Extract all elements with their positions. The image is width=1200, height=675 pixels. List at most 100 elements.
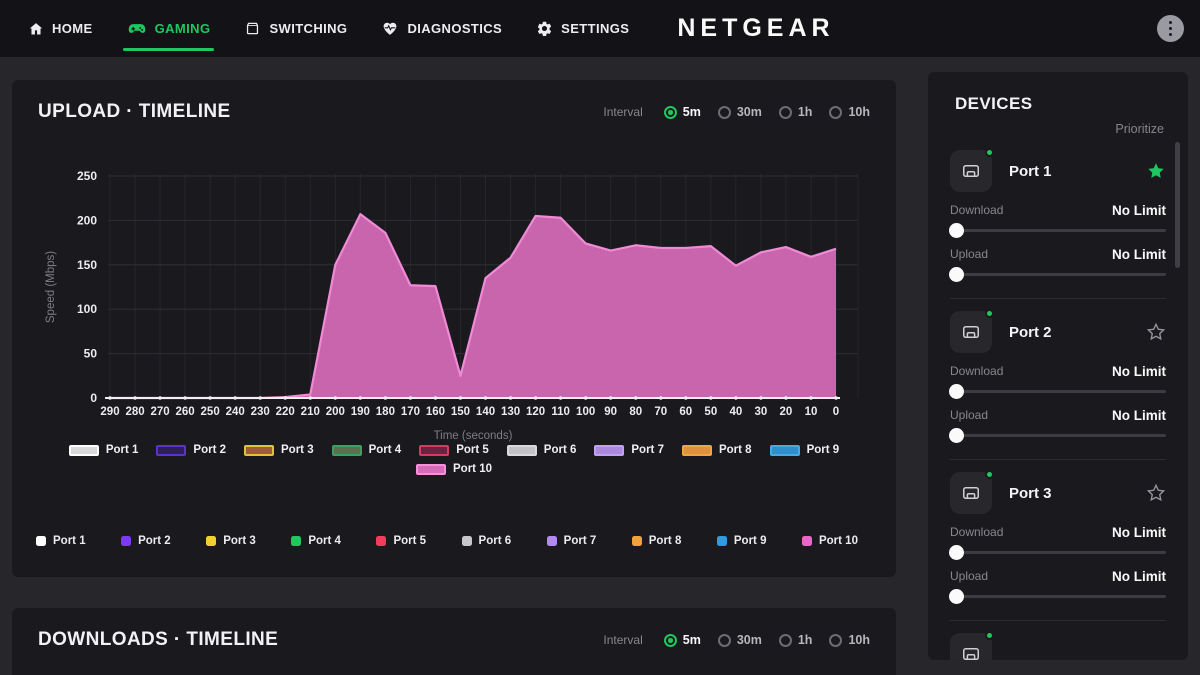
port-legend-item-port-8: Port 8 [631, 535, 682, 547]
slider-track [950, 229, 1166, 232]
interval-option-label: 5m [682, 633, 701, 647]
online-status-dot [985, 470, 994, 479]
svg-text:100: 100 [77, 302, 97, 316]
download-slider[interactable] [949, 545, 1166, 560]
svg-text:50: 50 [84, 347, 98, 361]
prioritize-star-outline-icon[interactable] [1146, 322, 1166, 342]
device-divider [950, 298, 1166, 299]
svg-text:240: 240 [226, 406, 245, 418]
devices-scrollbar[interactable] [1175, 142, 1180, 268]
legend-label: Port 9 [806, 444, 840, 456]
interval-option-label: 10h [848, 633, 870, 647]
legend-swatch [156, 444, 187, 456]
port-legend-item-port-5: Port 5 [376, 535, 426, 547]
slider-thumb[interactable] [949, 384, 964, 399]
slider-thumb[interactable] [949, 545, 964, 560]
port-swatch [376, 536, 387, 546]
port-label: Port 3 [223, 535, 256, 547]
svg-text:280: 280 [125, 406, 144, 418]
slider-thumb[interactable] [949, 223, 964, 238]
svg-text:40: 40 [729, 406, 742, 418]
svg-text:30: 30 [754, 406, 767, 418]
download-slider[interactable] [949, 384, 1166, 399]
prioritize-star-filled-icon[interactable] [1146, 161, 1166, 181]
port-swatch [36, 536, 46, 546]
upload-label: Upload [950, 408, 989, 422]
device-icon [950, 470, 994, 514]
download-label: Download [950, 525, 1004, 539]
legend-label: Port 7 [631, 444, 664, 456]
gamepad-icon [127, 20, 147, 38]
nav-label: SETTINGS [561, 21, 630, 36]
device-icon [950, 309, 994, 353]
chart-legend-item-port-5[interactable]: Port 5 [419, 444, 489, 456]
chart-legend-item-port-10[interactable]: Port 10 [416, 463, 492, 475]
nav-label: HOME [52, 21, 93, 36]
legend-swatch [681, 444, 712, 456]
upload-slider[interactable] [949, 267, 1166, 282]
port-label: Port 9 [733, 535, 767, 547]
chart-legend-item-port-9[interactable]: Port 9 [769, 444, 840, 456]
upload-chart: 0 50 100 150 200 250 290 280 270 260 250 240 230 220 2… [28, 158, 884, 453]
port-label: Port 8 [648, 535, 682, 547]
chart-legend-item-port-2[interactable]: Port 2 [156, 444, 226, 456]
upload-slider[interactable] [949, 589, 1166, 604]
svg-text:Speed (Mbps): Speed (Mbps) [45, 251, 57, 323]
chart-legend-item-port-7[interactable]: Port 7 [594, 444, 664, 456]
interval-option-5m[interactable]: 5m [663, 105, 701, 119]
svg-text:60: 60 [679, 406, 692, 418]
nav-item-diagnostics[interactable]: DIAGNOSTICS [381, 0, 502, 57]
menu-kebab-button[interactable] [1157, 15, 1184, 42]
online-status-dot [985, 309, 994, 318]
device-card-partial [950, 621, 1166, 660]
prioritize-star-outline-icon[interactable] [1146, 483, 1166, 503]
upload-slider[interactable] [949, 428, 1166, 443]
download-slider[interactable] [949, 223, 1166, 238]
svg-text:140: 140 [476, 406, 495, 418]
port-label: Port 5 [393, 535, 427, 547]
diagnostics-icon [381, 20, 399, 37]
interval-option-30m[interactable]: 30m [717, 105, 762, 119]
chart-legend: Port 1 Port 2 Port 3 Port 4 Port 5 Port 6 Port… [36, 444, 872, 475]
legend-swatch [419, 444, 450, 456]
interval-option-10h[interactable]: 10h [829, 105, 870, 119]
port-label: Port 10 [818, 535, 858, 547]
chart-legend-item-port-3[interactable]: Port 3 [244, 444, 314, 456]
port-label: Port 4 [308, 535, 341, 547]
chart-legend-item-port-6[interactable]: Port 6 [506, 444, 576, 456]
chart-legend-item-port-4[interactable]: Port 4 [331, 444, 401, 456]
nav-item-gaming[interactable]: GAMING [122, 0, 215, 57]
download-limit-value: No Limit [1112, 524, 1166, 540]
port-legend-item-port-1: Port 1 [36, 535, 86, 547]
port-legend-item-port-3: Port 3 [206, 535, 256, 547]
svg-text:200: 200 [326, 406, 345, 418]
svg-text:110: 110 [551, 406, 570, 418]
interval-option-5m[interactable]: 5m [663, 633, 701, 647]
interval-option-1h[interactable]: 1h [778, 105, 812, 119]
slider-thumb[interactable] [949, 428, 964, 443]
legend-swatch [506, 444, 537, 456]
svg-text:150: 150 [77, 258, 97, 272]
slider-thumb[interactable] [949, 267, 964, 282]
nav-item-home[interactable]: HOME [28, 0, 93, 57]
interval-option-10h[interactable]: 10h [829, 633, 870, 647]
netgear-logo: NETGEAR [677, 14, 835, 42]
device-name: Port 1 [1009, 162, 1052, 180]
svg-text:250: 250 [77, 169, 97, 183]
radio-icon [663, 633, 677, 647]
interval-option-1h[interactable]: 1h [778, 633, 812, 647]
port-legend-item-port-7: Port 7 [546, 535, 596, 547]
nav-item-settings[interactable]: SETTINGS [536, 0, 629, 57]
chart-legend-item-port-8[interactable]: Port 8 [681, 444, 752, 456]
slider-thumb[interactable] [949, 589, 964, 604]
interval-group-upload: Interval 5m 30m 1h 10h [603, 105, 870, 119]
svg-text:90: 90 [604, 406, 617, 418]
nav-item-switching[interactable]: SWITCHING [244, 0, 347, 57]
upload-limit-value: No Limit [1112, 246, 1166, 262]
port-label: Port 6 [478, 535, 512, 547]
device-icon [950, 148, 994, 192]
interval-option-30m[interactable]: 30m [717, 633, 762, 647]
chart-legend-item-port-1[interactable]: Port 1 [68, 444, 138, 456]
svg-text:Time (seconds): Time (seconds) [434, 430, 513, 442]
interval-option-label: 10h [848, 105, 870, 119]
